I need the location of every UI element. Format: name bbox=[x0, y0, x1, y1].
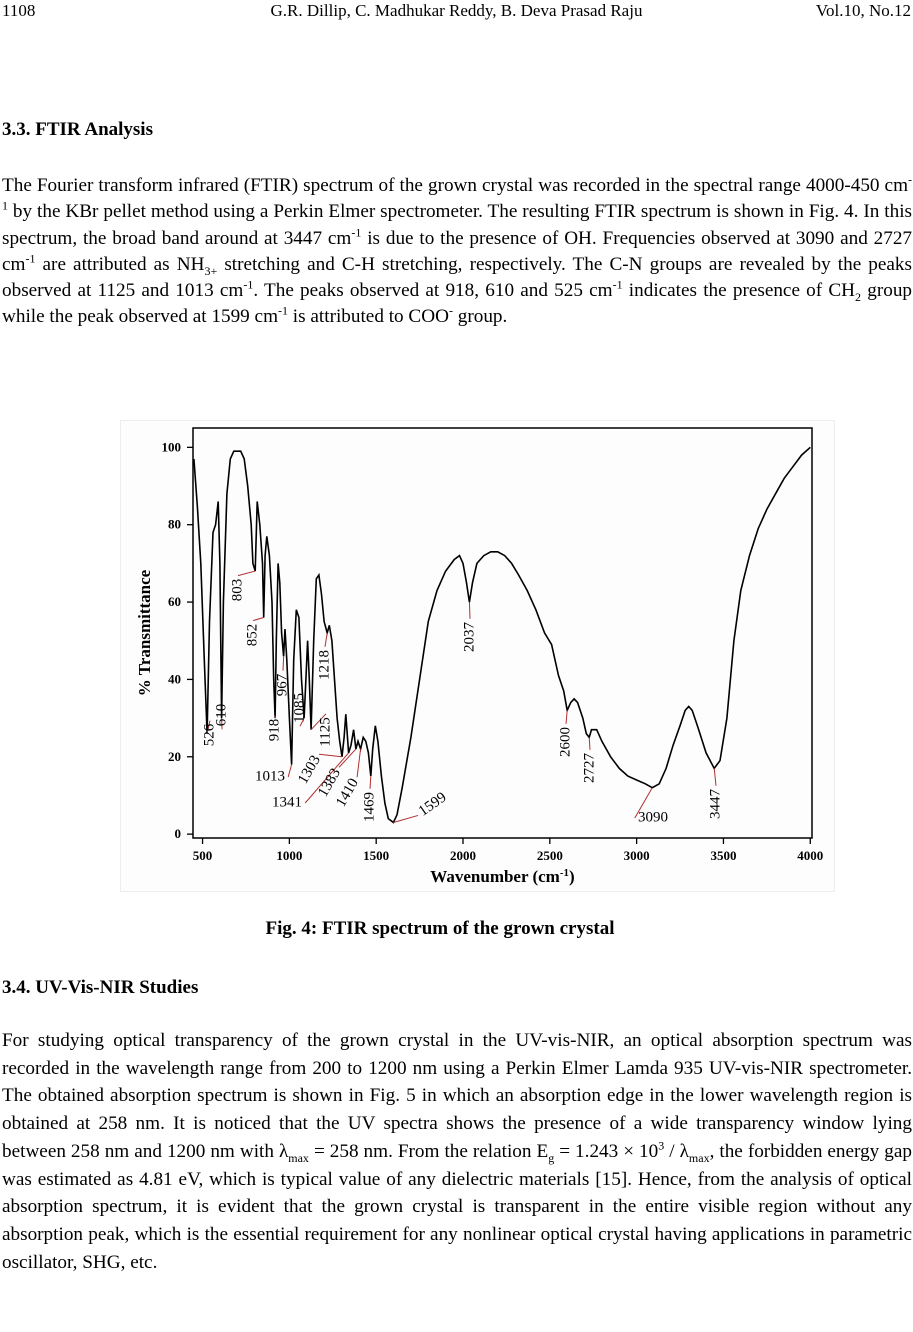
y-tick-label: 40 bbox=[168, 671, 181, 686]
text-run: is due to the presence of OH. Frequencie… bbox=[2, 227, 913, 275]
text-run: 2 bbox=[855, 290, 862, 305]
peak-label: 1013 bbox=[255, 768, 285, 784]
text-run: max bbox=[288, 1150, 309, 1165]
text-run: group. bbox=[452, 306, 508, 328]
peak-leader bbox=[324, 632, 328, 647]
y-tick-label: 60 bbox=[168, 594, 181, 609]
text-run: - bbox=[448, 304, 453, 319]
text-run: stretching and C-H stretching, respectiv… bbox=[2, 253, 912, 302]
peak-leader bbox=[299, 717, 305, 727]
text-run: Wavenumber (cm bbox=[430, 867, 560, 886]
peak-leader bbox=[206, 720, 211, 734]
y-tick-label: 80 bbox=[168, 517, 181, 532]
peak-label: 803 bbox=[229, 579, 245, 602]
peak-leader bbox=[282, 656, 285, 671]
spectrum-line bbox=[193, 446, 811, 824]
peak-label: 2037 bbox=[461, 622, 477, 653]
peak-leader bbox=[565, 710, 568, 724]
x-tick-label: 2500 bbox=[537, 848, 563, 863]
peak-label: 1218 bbox=[316, 650, 332, 680]
peak-label: 610 bbox=[213, 704, 229, 727]
text-run: -1 bbox=[560, 867, 569, 879]
peak-label: 1085 bbox=[291, 693, 307, 723]
x-tick-label: 500 bbox=[193, 848, 213, 863]
text-run: -1 bbox=[278, 304, 288, 319]
peak-label: 3090 bbox=[638, 809, 668, 825]
figure-caption: Fig. 4: FTIR spectrum of the grown cryst… bbox=[265, 918, 615, 939]
peak-leader bbox=[393, 814, 419, 824]
peak-leader bbox=[237, 570, 256, 577]
text-run: ) bbox=[569, 867, 575, 886]
text-run: The Fourier transform infrared (FTIR) sp… bbox=[2, 175, 908, 196]
text-run: = 1.243 × 10 bbox=[554, 1140, 659, 1162]
chart-background bbox=[120, 420, 835, 892]
peak-label: 526 bbox=[201, 723, 217, 746]
peak-label: 2600 bbox=[557, 727, 573, 757]
text-run: indicates the presence of CH bbox=[622, 280, 856, 302]
y-tick-label: 100 bbox=[162, 439, 182, 454]
text-run: -1 bbox=[25, 251, 36, 266]
section-heading: 3.4. UV-Vis-NIR Studies bbox=[2, 977, 199, 998]
text-run: max bbox=[688, 1150, 710, 1165]
text-run: is attributed to COO bbox=[288, 306, 449, 328]
x-tick-label: 1000 bbox=[276, 848, 302, 863]
paragraph: The Fourier transform infrared (FTIR) sp… bbox=[2, 173, 912, 331]
peak-leader bbox=[310, 713, 327, 731]
peak-leader bbox=[468, 602, 471, 619]
x-tick-label: 1500 bbox=[363, 848, 389, 863]
text-run: group while the peak observed at 1599 cm bbox=[2, 280, 913, 328]
section-heading: 3.3. FTIR Analysis bbox=[2, 119, 153, 140]
peak-leader bbox=[304, 752, 349, 804]
peak-label: 967 bbox=[274, 673, 290, 696]
x-axis-label: Wavenumber (cm-1) bbox=[430, 867, 574, 886]
paragraph: For studying optical transparency of the… bbox=[2, 1027, 912, 1276]
peak-leader bbox=[356, 748, 362, 778]
text-run: , the forbidden energy gap was estimated… bbox=[2, 1140, 912, 1273]
x-tick-label: 3000 bbox=[624, 848, 650, 863]
peak-leader bbox=[287, 764, 293, 778]
peak-leader bbox=[338, 748, 357, 768]
authors: G.R. Dillip, C. Madhukar Reddy, B. Deva … bbox=[270, 1, 643, 20]
text-run: by the KBr pellet method using a Perkin … bbox=[2, 201, 912, 249]
text-run: -1 bbox=[2, 172, 912, 213]
y-tick-label: 0 bbox=[175, 826, 182, 841]
x-tick-label: 4000 bbox=[797, 848, 823, 863]
peak-label: 852 bbox=[244, 624, 260, 647]
text-run: . The peaks observed at 918, 610 and 525… bbox=[253, 280, 613, 302]
text-run: For studying optical transparency of the… bbox=[2, 1030, 912, 1162]
text-run: = 258 nm. From the relation E bbox=[308, 1140, 549, 1162]
page-number: 1108 bbox=[2, 1, 36, 20]
y-axis-label: % Transmittance bbox=[135, 569, 154, 696]
peak-leader bbox=[319, 753, 343, 758]
peak-leader bbox=[588, 737, 591, 750]
text-run: -1 bbox=[243, 277, 254, 292]
volume: Vol.10, No.12 bbox=[815, 1, 911, 20]
peak-leader bbox=[369, 776, 372, 789]
peak-label: 1125 bbox=[317, 717, 333, 746]
x-tick-label: 2000 bbox=[450, 848, 476, 863]
plot-frame bbox=[192, 427, 813, 839]
x-tick-label: 3500 bbox=[710, 848, 736, 863]
peak-label: 3447 bbox=[707, 789, 723, 820]
y-tick-label: 20 bbox=[168, 749, 181, 764]
peak-label: 1341 bbox=[272, 794, 302, 810]
text-run: are attributed as NH bbox=[35, 253, 205, 275]
peak-leader bbox=[252, 617, 264, 622]
text-run: -1 bbox=[612, 277, 623, 292]
text-run: -1 bbox=[351, 225, 362, 240]
text-run: g bbox=[548, 1150, 555, 1165]
chart: 500 1000 1500 2000 2500 3000 3500 4000 0 20 40 60 80… bbox=[120, 420, 835, 892]
peak-label: 1469 bbox=[361, 792, 377, 822]
peak-label: 918 bbox=[266, 719, 282, 742]
peak-leader bbox=[713, 768, 717, 786]
text-run: 3 bbox=[658, 1138, 665, 1153]
text-run: 3+ bbox=[204, 263, 218, 278]
peak-leader bbox=[634, 787, 653, 819]
text-run: / λ bbox=[664, 1140, 689, 1162]
peak-label: 2727 bbox=[581, 753, 597, 784]
